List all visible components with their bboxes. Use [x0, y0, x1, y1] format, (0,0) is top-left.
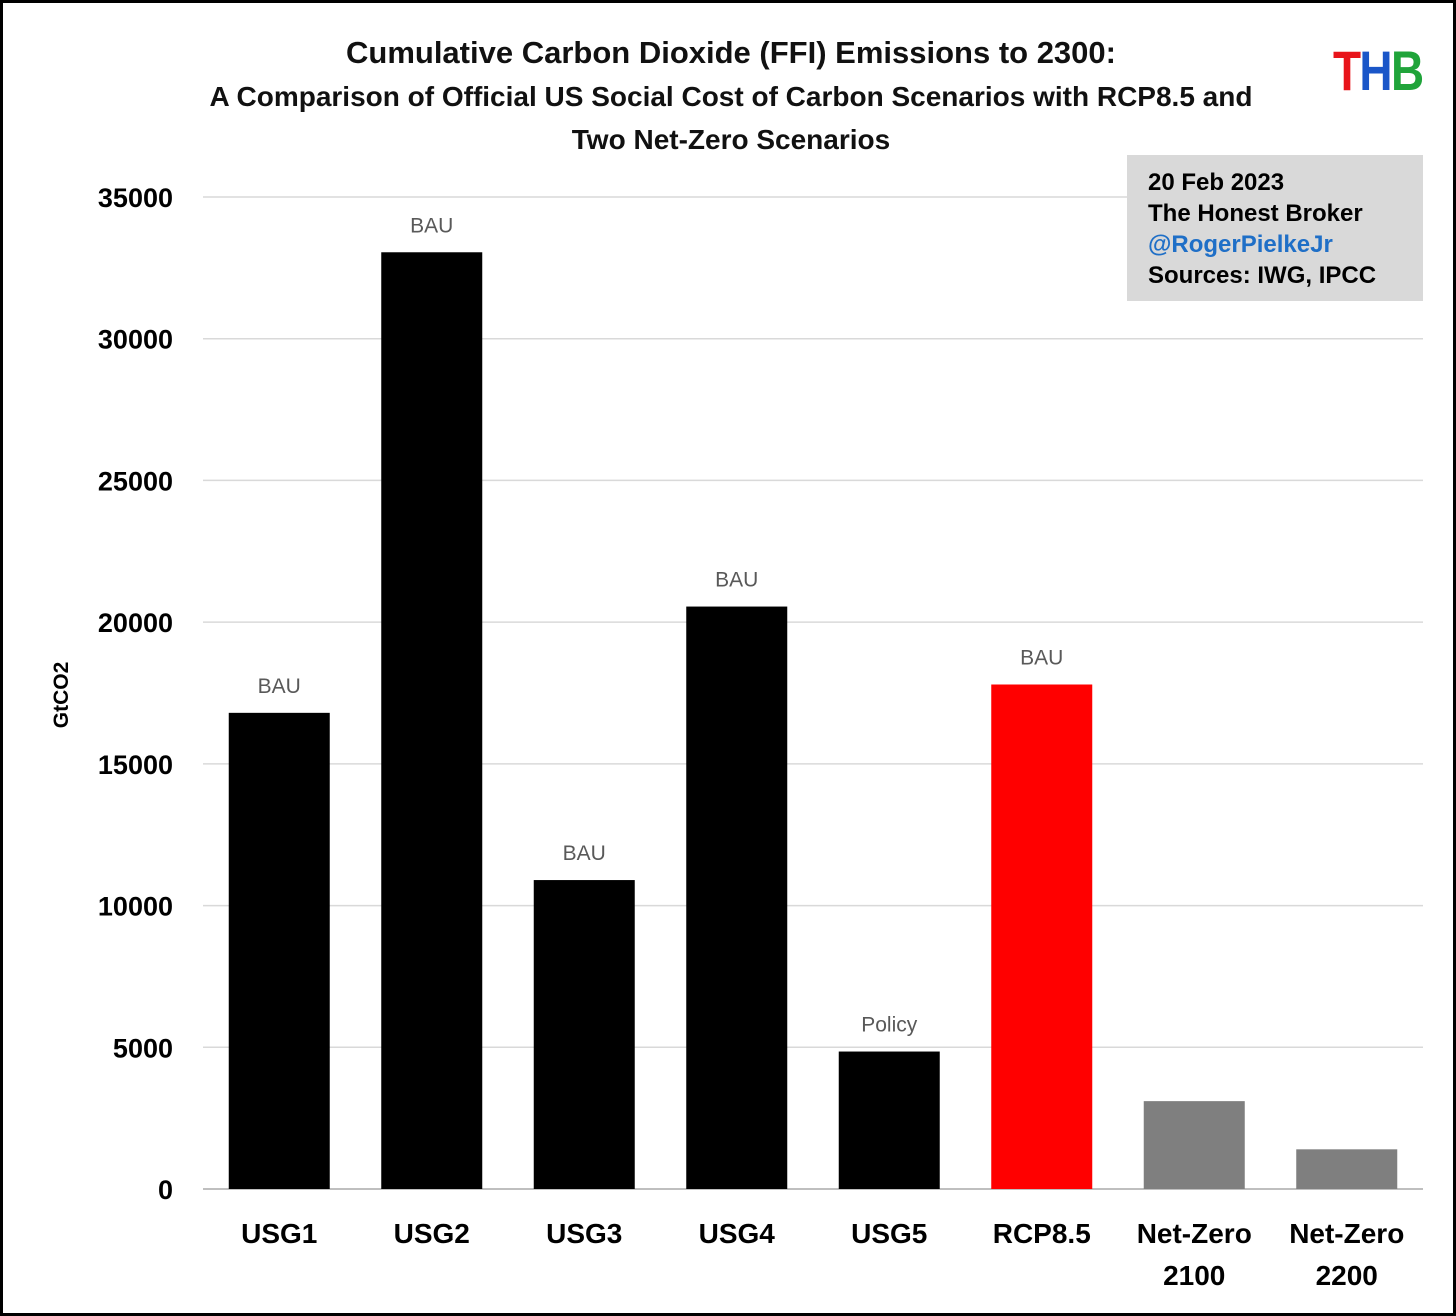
- bar-annotation: BAU: [258, 675, 301, 698]
- y-tick-label: 10000: [98, 892, 173, 922]
- x-category-label: USG4: [699, 1218, 776, 1249]
- bar-annotation: BAU: [563, 842, 606, 865]
- bar: [686, 606, 788, 1189]
- info-sources: Sources: IWG, IPCC: [1148, 262, 1377, 289]
- x-category-label: Net-Zero: [1289, 1218, 1404, 1249]
- bar-annotation: BAU: [410, 214, 453, 237]
- y-tick-label: 30000: [98, 325, 173, 355]
- info-date: 20 Feb 2023: [1148, 169, 1285, 196]
- x-category-label: USG3: [546, 1218, 622, 1249]
- x-category-label: 2100: [1163, 1260, 1225, 1291]
- bar: [838, 1051, 940, 1189]
- info-box: 20 Feb 2023 The Honest Broker @RogerPiel…: [1127, 155, 1423, 301]
- title-line-3: Two Net-Zero Scenarios: [571, 124, 891, 155]
- x-category-label: RCP8.5: [993, 1218, 1091, 1249]
- logo-letter-t: T: [1333, 39, 1361, 102]
- bar: [533, 880, 635, 1189]
- x-category-label: USG2: [394, 1218, 470, 1249]
- y-tick-label: 5000: [113, 1033, 173, 1063]
- y-tick-label: 35000: [98, 183, 173, 213]
- x-category-label: USG1: [241, 1218, 317, 1249]
- info-publication: The Honest Broker: [1148, 200, 1363, 227]
- y-tick-label: 15000: [98, 750, 173, 780]
- info-handle: @RogerPielkeJr: [1148, 231, 1333, 258]
- y-tick-label: 0: [158, 1175, 173, 1205]
- bar: [991, 684, 1093, 1189]
- y-tick-label: 20000: [98, 608, 173, 638]
- bar: [1143, 1101, 1245, 1189]
- bar: [1296, 1149, 1398, 1189]
- x-category-label: Net-Zero: [1137, 1218, 1252, 1249]
- y-tick-label: 25000: [98, 466, 173, 496]
- bar: [381, 252, 483, 1190]
- logo-letter-h: H: [1359, 39, 1392, 102]
- bar-annotation: BAU: [1020, 646, 1063, 669]
- chart-title: Cumulative Carbon Dioxide (FFI) Emission…: [103, 31, 1359, 161]
- bar-annotation: BAU: [715, 569, 758, 592]
- bar-annotation: Policy: [861, 1014, 918, 1037]
- logo-letter-b: B: [1390, 39, 1424, 102]
- bar-chart: 0 5000 10000 15000 20000 25000 30000 35000 BAU US…: [98, 183, 1423, 1291]
- x-category-label: USG5: [851, 1218, 927, 1249]
- x-category-label: 2200: [1316, 1260, 1378, 1291]
- thb-logo: THB: [1333, 39, 1424, 102]
- bar: [228, 712, 330, 1189]
- title-line-2: A Comparison of Official US Social Cost …: [209, 81, 1253, 112]
- title-line-1: Cumulative Carbon Dioxide (FFI) Emission…: [346, 35, 1116, 70]
